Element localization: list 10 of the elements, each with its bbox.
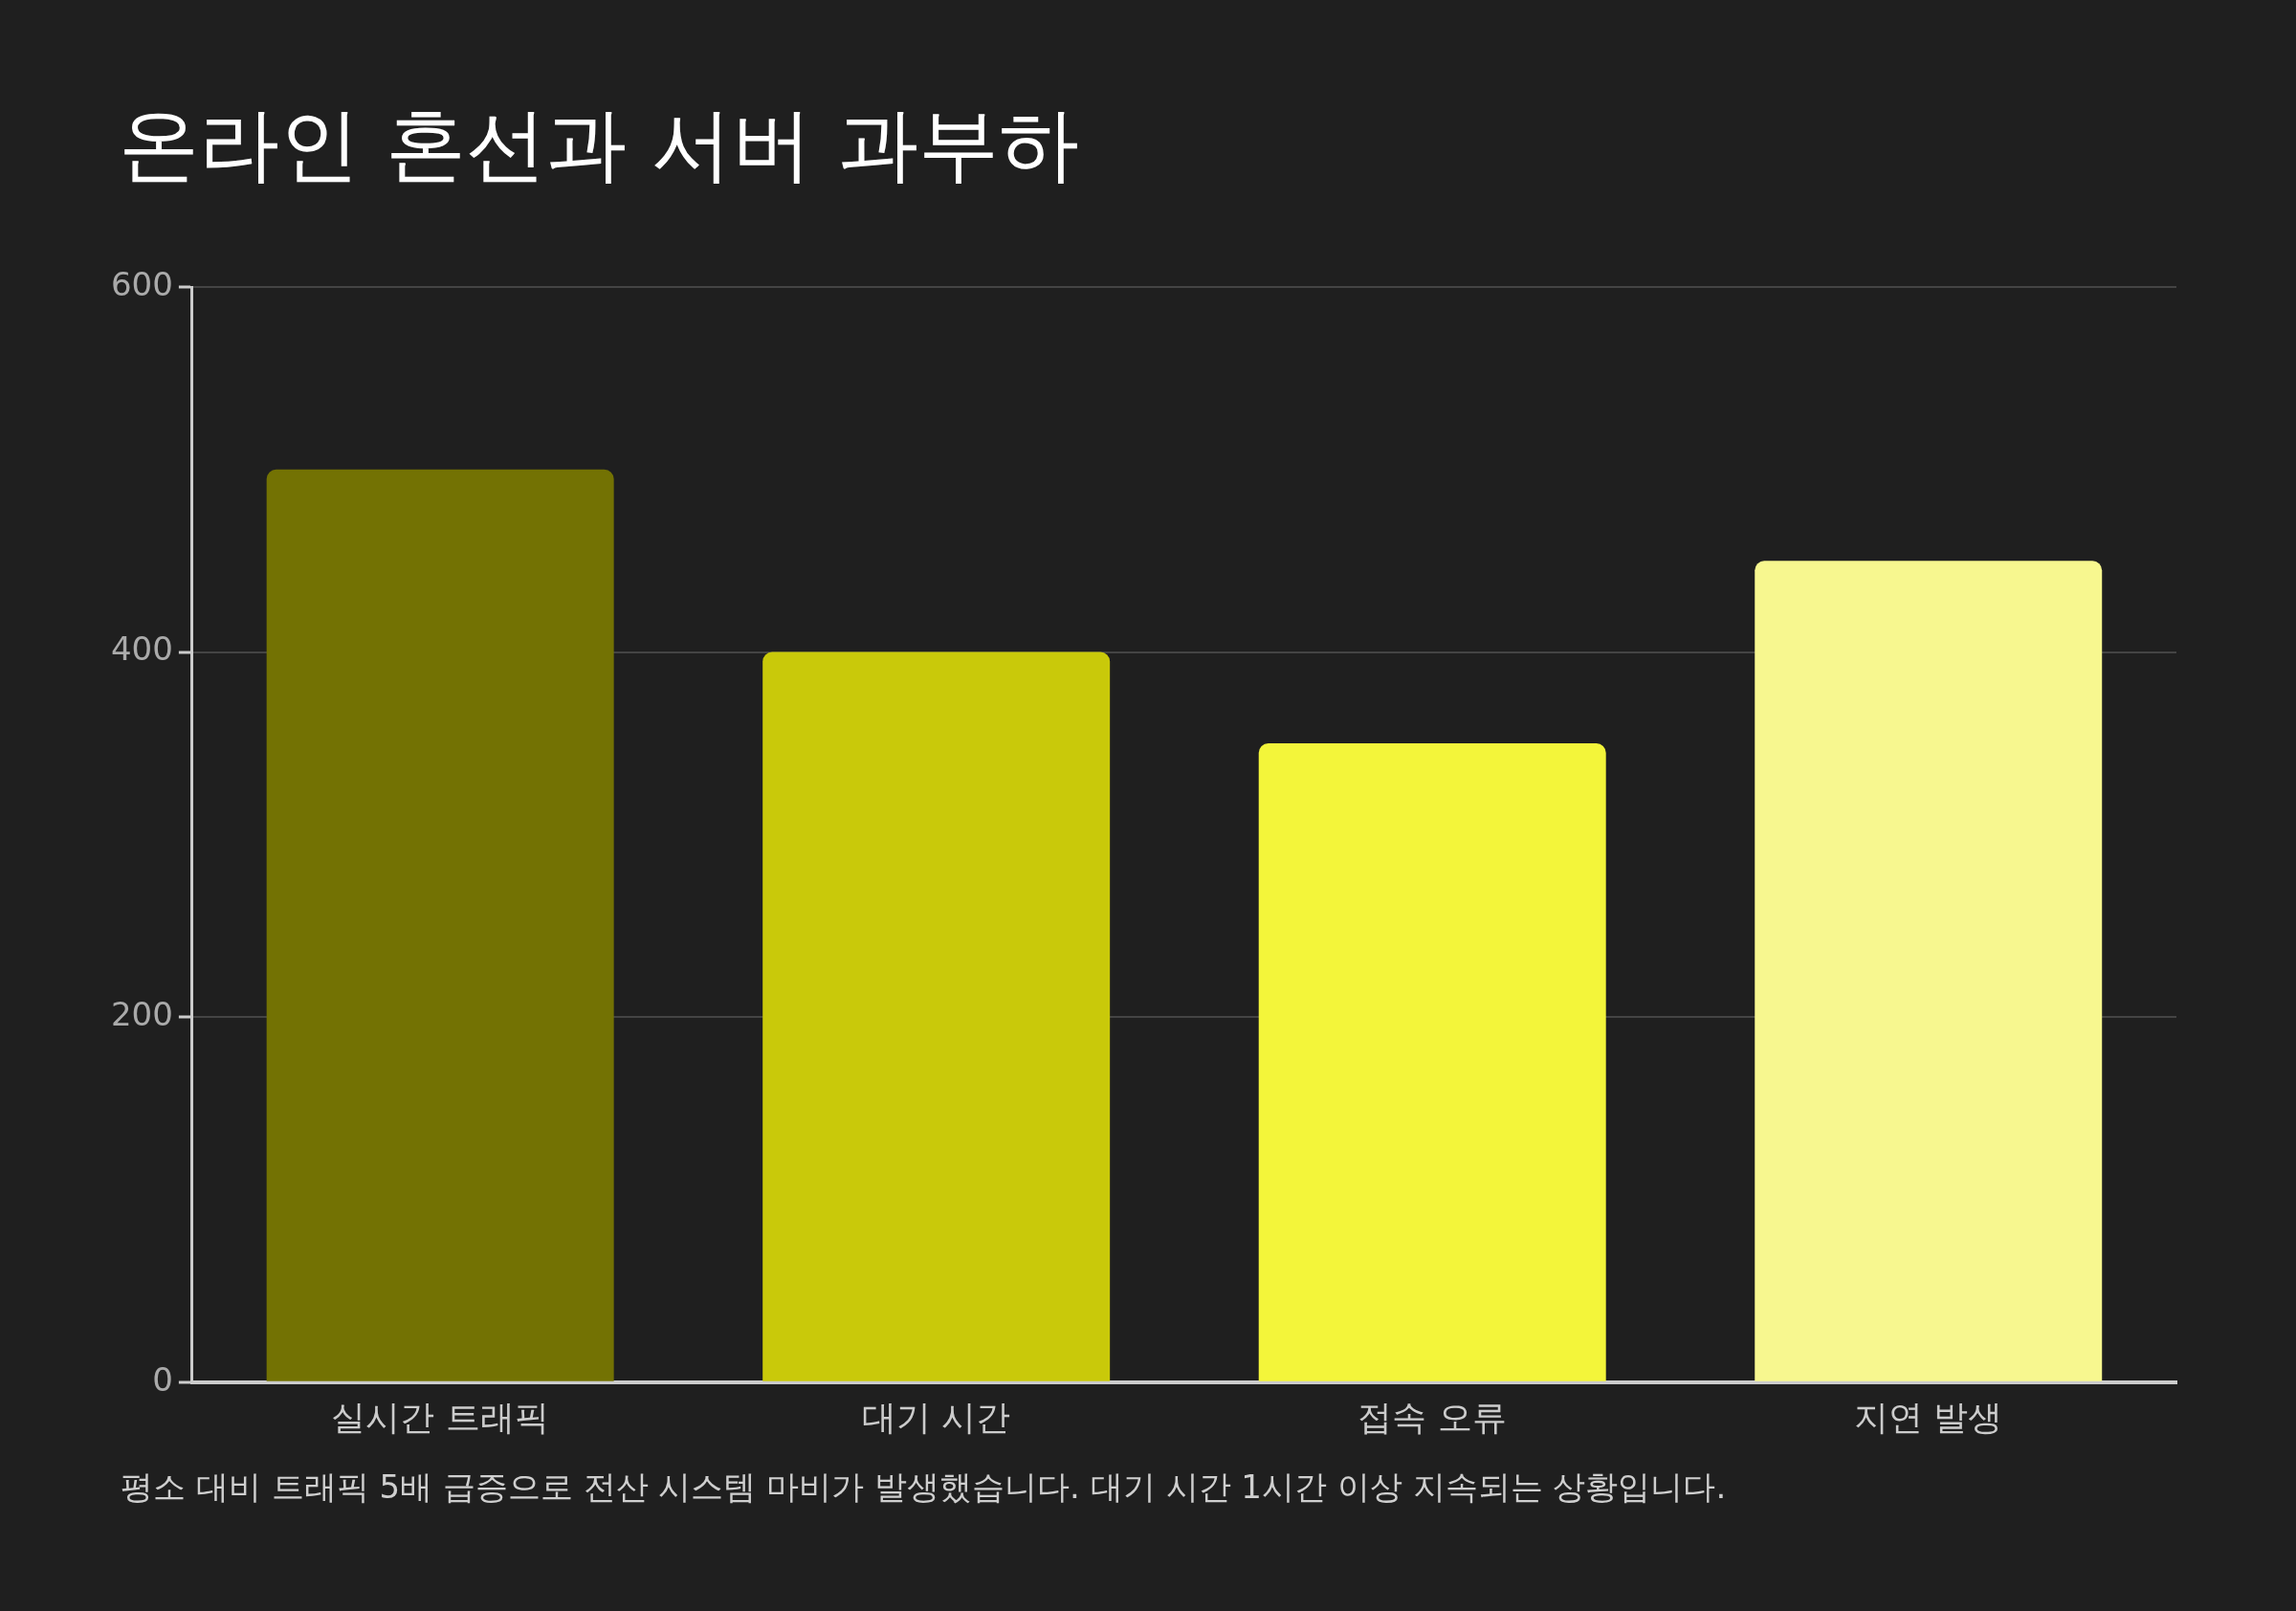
x-tick-label: 지연 발생	[1854, 1397, 2003, 1437]
chart-title: 온라인 혼선과 서버 과부하	[119, 97, 1080, 193]
x-tick-label: 접속 오류	[1358, 1397, 1507, 1437]
x-tick-label: 대기 시간	[861, 1397, 1011, 1437]
y-tick-label: 600	[110, 264, 173, 303]
y-tick-label: 0	[152, 1359, 173, 1399]
y-tick-label: 400	[110, 629, 173, 669]
x-tick-label: 실시간 트래픽	[331, 1397, 549, 1437]
y-tick-label: 200	[110, 995, 173, 1034]
text: 평소 대비 트래픽 5배 급증으로 전산 시스템 마비가 발생했습니다. 대기 시간 1시간 이상 지속되는 상황입니다.	[121, 1467, 1727, 1508]
